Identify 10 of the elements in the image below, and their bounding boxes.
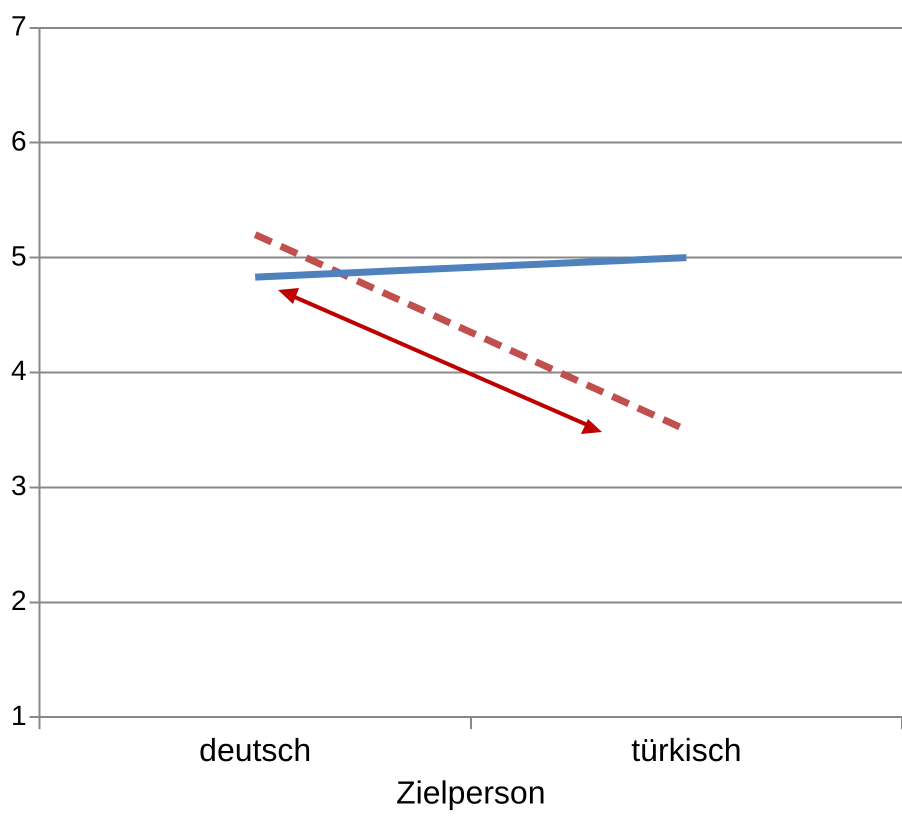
x-tick-label: deutsch <box>199 732 312 768</box>
x-axis-title: Zielperson <box>396 774 546 811</box>
y-tick-label: 4 <box>10 355 27 386</box>
x-tick-label: türkisch <box>631 732 742 768</box>
y-tick-label: 6 <box>10 125 27 156</box>
y-tick-label: 3 <box>10 470 27 502</box>
y-tick-label: 5 <box>10 240 27 272</box>
y-tick-label: 2 <box>10 585 27 616</box>
y-tick-label: 1 <box>10 700 27 731</box>
y-tick-label: 7 <box>10 10 27 42</box>
